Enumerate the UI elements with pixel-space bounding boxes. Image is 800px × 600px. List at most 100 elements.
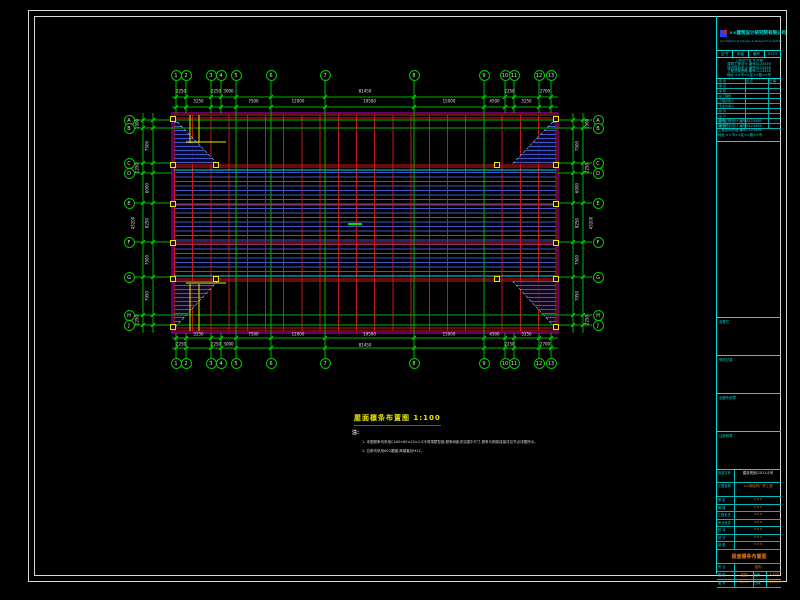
dimension-text: 15000: [442, 98, 456, 104]
grid-bubble: 2: [180, 69, 192, 81]
project-row-label: 图 别: [717, 571, 735, 579]
dimension-text: 19500: [363, 331, 376, 337]
company-name: ××建筑设计研究院有限公司: [729, 31, 787, 36]
certificate-header-cell: 0123: [765, 51, 781, 57]
drawing-title: 屋面檩条布置图 1:100: [354, 413, 441, 426]
stamp-box: 修改记录: [717, 355, 781, 393]
line: [511, 104, 517, 110]
dimension-text: 7500: [144, 140, 150, 151]
signature-table: 职 责签 名日 期审 定审 核总工程师 工程负责人 专业负责人校 对设 计制 图描 …: [717, 78, 781, 129]
line: [150, 312, 156, 318]
grid-bubble: 8: [408, 357, 420, 369]
grid-bubble: G: [123, 271, 135, 283]
grid-bubble: 5: [230, 357, 242, 369]
dimension-text: 2250: [210, 341, 222, 347]
title-block: ××建筑设计研究院有限公司 Architectural Design & Res…: [716, 16, 786, 589]
line: [536, 335, 542, 341]
line: [150, 117, 156, 123]
signature-row: 审 定: [717, 84, 781, 89]
signature-cell: [769, 109, 781, 113]
line: [536, 345, 542, 351]
line: [140, 170, 146, 176]
figure-name: 屋面檩条布置图: [717, 550, 781, 564]
column-marker: [170, 162, 176, 168]
signature-cell: 专业负责人: [717, 104, 746, 108]
signature-row: 职 责签 名日 期: [717, 79, 781, 84]
grid-bubble: G: [592, 271, 604, 283]
grid-bubble: 4: [215, 69, 227, 81]
signature-row: 描 图: [717, 124, 781, 129]
line: [580, 322, 586, 328]
line: [322, 345, 328, 351]
line: [268, 104, 274, 110]
project-row-value: ×××: [753, 519, 763, 524]
certificate-line: 地址:××市××区××路××号: [726, 73, 772, 78]
line: [580, 200, 586, 206]
project-row-value: ×××: [753, 527, 763, 531]
column-marker: [170, 276, 176, 282]
project-row: 批准文号 建设规划(2011)1号: [717, 470, 781, 483]
grid-bubble: 2: [180, 357, 192, 369]
project-row: 图 号 GJ-15 日期 2011.06: [717, 579, 781, 589]
project-row-label: 制 图: [717, 542, 735, 549]
line: [140, 160, 146, 166]
grid-bubble: B: [123, 122, 135, 134]
stamp-box-label: 出图专用章: [719, 396, 736, 400]
dimension-text: 8250: [574, 217, 580, 228]
project-row-value: ×××: [753, 534, 763, 539]
line: [218, 104, 224, 110]
company-logo-row: ××建筑设计研究院有限公司 Architectural Design & Res…: [719, 29, 786, 49]
line: [481, 94, 487, 100]
grid-bubble: H: [592, 309, 604, 321]
company-logo-icon: [720, 30, 727, 37]
line: [183, 94, 189, 100]
dimension-text: 2250: [134, 162, 140, 174]
project-row: 制 图 ×××: [717, 542, 781, 550]
signature-cell: [746, 104, 769, 108]
line: [570, 170, 576, 176]
project-row-value: 2011.06: [767, 579, 781, 584]
signature-row: 审 核: [717, 89, 781, 94]
dimension-text: 3000: [223, 341, 234, 347]
certificate-line: 工程咨询资格 编号C123456: [727, 69, 771, 74]
signature-cell: [746, 94, 769, 98]
dimension-text: 2250: [504, 88, 515, 94]
dimension-text: 2250: [584, 314, 590, 326]
dimension-text: 7500: [248, 98, 259, 104]
project-row-label: 工程名称: [717, 483, 735, 496]
line: [150, 322, 156, 328]
dimension-text: 2250: [134, 314, 140, 326]
column-marker: [553, 324, 559, 330]
signature-row: 校 对: [717, 109, 781, 114]
signature-row: 制 图: [717, 119, 781, 124]
grid-bubble: J: [592, 319, 604, 331]
line: [173, 94, 179, 100]
column-marker: [553, 116, 559, 122]
grid-bubble: 11: [508, 69, 520, 81]
line: [502, 335, 508, 341]
line: [140, 322, 146, 328]
grid-bubble: 12: [533, 357, 545, 369]
certificate-header-row: 证书 甲级 编号 0123: [717, 50, 781, 58]
column-marker: [494, 276, 500, 282]
line: [580, 239, 586, 245]
line: [502, 94, 508, 100]
dimension-text: 5250: [193, 331, 204, 337]
notes-header: 注:: [352, 430, 359, 436]
signature-cell: 职 责: [717, 79, 746, 83]
column-grid-field: [174, 115, 556, 331]
dimension-text: 12000: [291, 331, 305, 337]
grid-bubble: F: [123, 236, 135, 248]
grid-bubble: 1: [170, 357, 182, 369]
line: [268, 335, 274, 341]
line: [481, 345, 487, 351]
grid-bubble: 1: [170, 69, 182, 81]
project-row: 设 计 ×××: [717, 534, 781, 542]
line: [570, 160, 576, 166]
grid-bubble: 6: [265, 357, 277, 369]
line: [511, 345, 517, 351]
stamp-box-label: 会签栏: [719, 320, 730, 324]
line: [150, 200, 156, 206]
line: [411, 345, 417, 351]
column-marker: [494, 162, 500, 168]
